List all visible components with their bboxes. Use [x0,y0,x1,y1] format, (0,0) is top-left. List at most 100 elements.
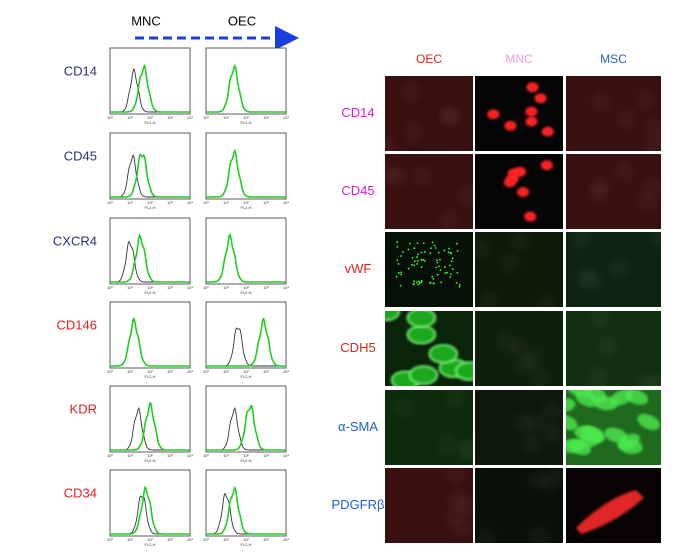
background-glow [590,307,610,327]
x-axis-label: FL2-H [144,542,155,547]
granule [409,242,411,245]
x-tick-label: 10³ [167,200,173,205]
granule [407,248,410,251]
stain-curve [110,316,190,367]
x-tick-label: 10² [243,453,249,458]
histogram-frame [109,217,191,285]
x-tick-label: 10⁰ [107,537,113,542]
granule [420,251,423,254]
granule [449,275,452,278]
cell [454,361,473,381]
x-axis-label: FL2-H [240,205,251,210]
row-label: CDH5 [340,340,375,355]
histogram-frame [205,132,287,200]
x-tick-label: 10¹ [223,369,229,374]
cell [566,438,585,453]
micrograph [475,390,563,465]
histogram-frame [109,301,191,369]
micrograph [385,232,473,307]
row-label: vWF [345,261,372,276]
background-glow [638,192,658,212]
granule [420,281,423,283]
background-glow [617,109,637,129]
x-tick-label: 10² [243,537,249,542]
background-glow [572,228,592,248]
background-glow [456,440,476,460]
stain-curve [206,148,286,198]
x-tick-label: 10² [147,369,153,374]
x-axis-label: FL2-H [144,458,155,463]
x-tick-label: 10³ [263,200,269,205]
cell [566,398,576,413]
micrograph [385,154,473,229]
cell [567,390,592,397]
x-tick-label: 10⁴ [187,453,193,458]
granule [422,258,425,261]
granule [399,284,402,287]
granule [458,285,461,288]
x-tick-label: 10⁴ [283,537,289,542]
row-label: CD14 [64,63,97,78]
background-glow [451,517,471,537]
background-glow [528,470,548,490]
cell [406,324,437,345]
cell [540,160,553,171]
stain-curve [206,232,286,283]
background-glow [588,184,608,204]
column-header: MNC [505,52,533,66]
micrograph [475,468,563,543]
column-header: MNC [131,13,161,28]
x-tick-label: 10² [243,369,249,374]
micrograph [566,468,661,543]
x-axis-label: FL2-H [144,374,155,379]
histogram-frame [205,47,287,115]
granule [407,267,410,270]
cell [637,413,660,431]
background-glow [524,348,544,368]
x-tick-label: 10¹ [223,453,229,458]
micrograph-bg [475,468,563,543]
granule [444,272,447,274]
x-tick-label: 10³ [263,285,269,290]
x-tick-label: 10⁰ [203,537,209,542]
granule [456,250,459,252]
cell [408,365,439,385]
granule [400,273,402,276]
granule [455,281,458,284]
granule [451,257,454,260]
row-label: CD45 [341,183,374,198]
stain-curve [110,233,190,283]
micrograph-bg [385,232,473,307]
x-tick-label: 10⁴ [283,369,289,374]
x-tick-label: 10¹ [223,200,229,205]
granule [433,244,436,247]
background-glow [441,107,461,127]
granule [417,283,420,286]
histogram-frame [205,469,287,537]
granule [417,259,419,262]
stain-curve [206,485,286,535]
granule [400,255,402,257]
x-tick-label: 10⁰ [203,453,209,458]
row-label: CXCR4 [53,233,97,248]
granule [416,256,418,258]
background-glow [589,367,609,387]
granule [417,280,420,283]
background-glow [400,82,420,102]
granule [435,266,438,269]
cell [534,93,547,104]
cell [487,109,500,120]
x-tick-label: 10⁴ [187,369,193,374]
x-tick-label: 10¹ [223,285,229,290]
x-tick-label: 10¹ [223,537,229,542]
x-tick-label: 10⁴ [283,115,289,120]
x-tick-label: 10² [147,537,153,542]
granule [458,284,461,286]
x-tick-label: 10² [243,285,249,290]
granule [431,275,434,278]
x-tick-label: 10⁰ [107,200,113,205]
granule [430,247,433,250]
cell [618,439,643,454]
micrograph [385,311,473,386]
x-tick-label: 10⁴ [187,115,193,120]
